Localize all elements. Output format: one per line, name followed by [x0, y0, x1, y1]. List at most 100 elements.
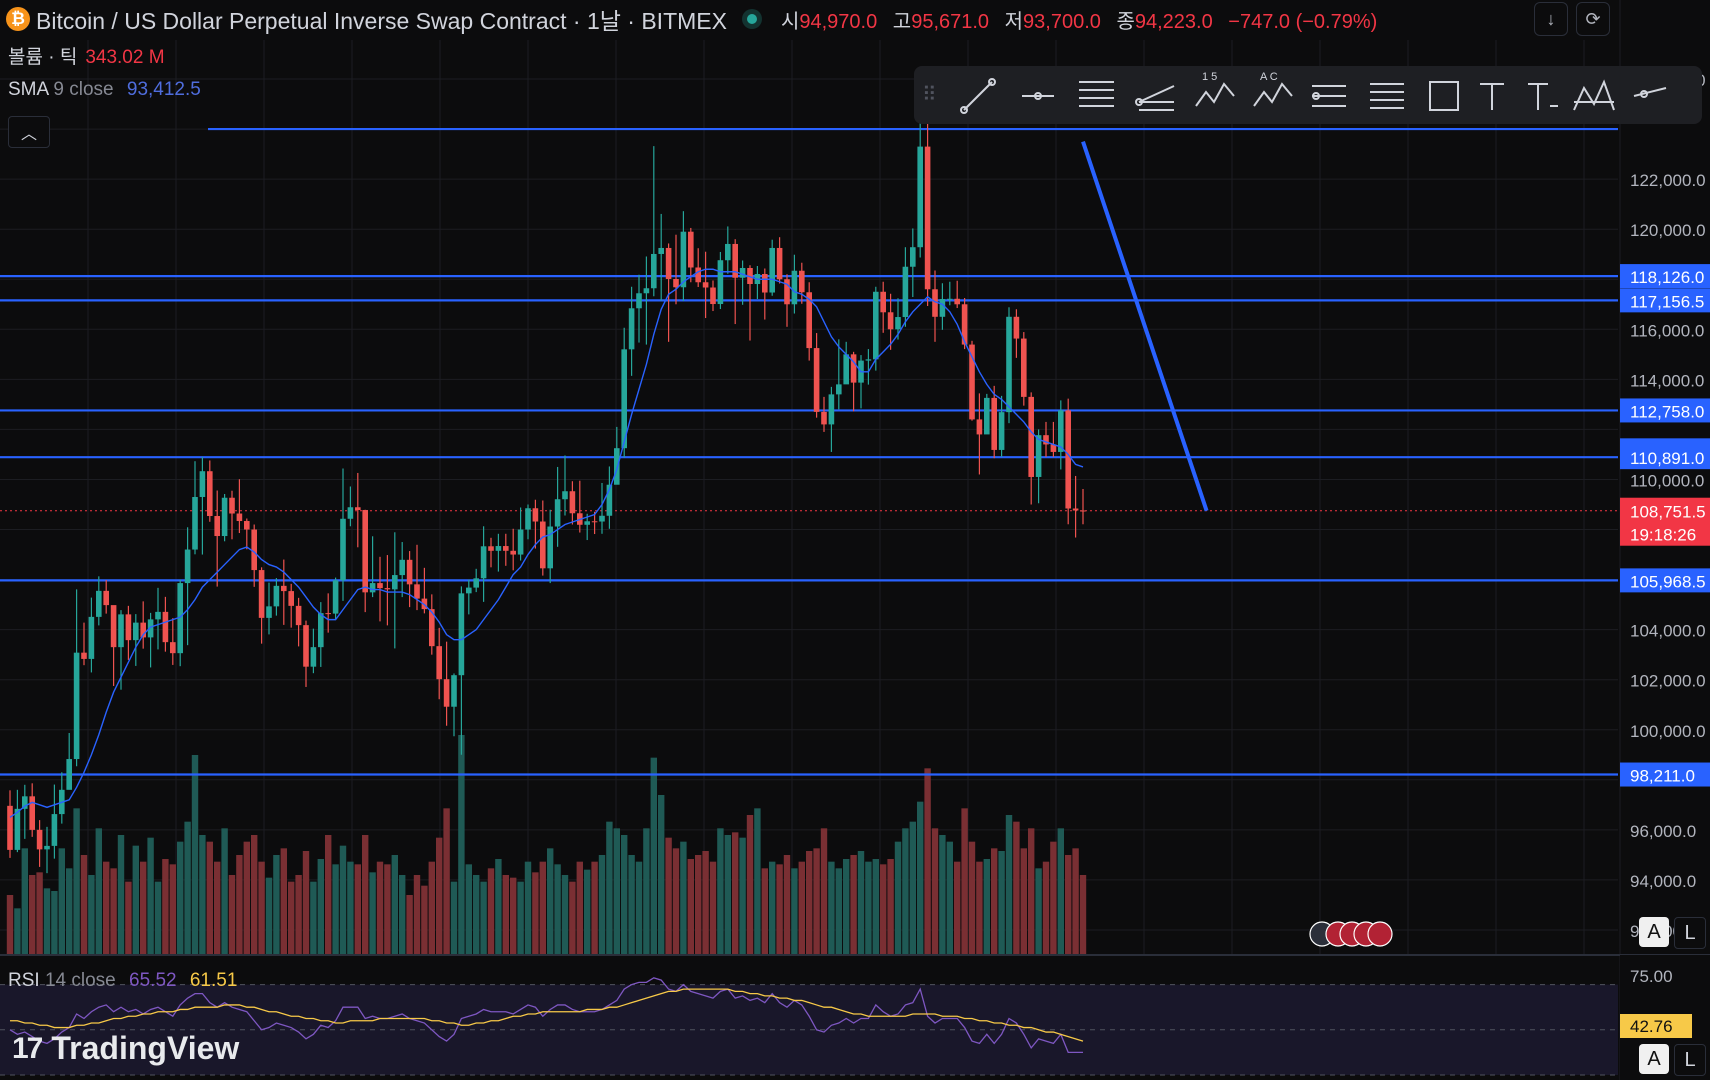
autoscale-button[interactable]: A	[1639, 917, 1669, 947]
rsi-legend[interactable]: RSI 14 close 65.52 61.51	[8, 970, 237, 992]
candle	[192, 461, 198, 555]
volume-bar	[524, 861, 532, 955]
close-label: 종	[1116, 10, 1135, 33]
volume-bar	[613, 828, 620, 955]
candle-body	[924, 146, 931, 290]
parallel-channel-icon[interactable]	[1079, 81, 1114, 107]
volume-bar	[872, 859, 879, 955]
candle	[799, 262, 805, 304]
candle-body	[1080, 510, 1086, 512]
candle-body	[251, 529, 257, 571]
candle-body	[340, 518, 346, 581]
volume-bar	[732, 832, 739, 955]
candle	[525, 504, 531, 540]
volume-bar	[391, 855, 398, 955]
rectangle-icon[interactable]	[1429, 81, 1459, 111]
refresh-button[interactable]: ⟳	[1576, 2, 1610, 36]
volume-bar	[332, 864, 339, 955]
arrow-icon[interactable]	[1633, 87, 1667, 98]
candle	[170, 618, 176, 665]
candle-body	[480, 546, 487, 579]
rsi-log-scale-button[interactable]: L	[1674, 1044, 1706, 1076]
volume-bar	[946, 841, 953, 955]
volume-bar	[495, 859, 502, 955]
xabcd-icon[interactable]	[1573, 79, 1615, 111]
pattern-15-icon[interactable]: 1 5	[1195, 71, 1235, 107]
symbol-title[interactable]: Bitcoin / US Dollar Perpetual Inverse Sw…	[36, 8, 727, 34]
tradingview-logo-icon: 17	[12, 1031, 43, 1065]
candle-body	[836, 384, 842, 395]
candle-body	[118, 614, 124, 648]
toolbar-grip-icon[interactable]: ⠿	[922, 84, 937, 106]
high-value: 95,671.0	[911, 10, 990, 33]
candle-body	[1013, 316, 1020, 339]
candle	[147, 612, 154, 668]
candle	[858, 355, 864, 409]
volume-bar	[598, 855, 606, 955]
candle-body	[739, 267, 746, 278]
rsi-autoscale-button[interactable]: A	[1639, 1044, 1669, 1074]
volume-bar	[783, 855, 791, 955]
drawing-toolbar[interactable]: ⠿ 1 5 A C	[914, 66, 1702, 124]
candle-body	[22, 796, 28, 809]
fib-icon[interactable]	[1135, 85, 1175, 111]
symbol-header[interactable]: ₿ Bitcoin / US Dollar Perpetual Inverse …	[6, 4, 1377, 34]
volume-bar	[968, 841, 976, 955]
volume-bar	[998, 851, 1005, 955]
market-status-icon[interactable]	[746, 14, 757, 24]
candle-body	[947, 298, 953, 300]
volume-bar	[88, 875, 95, 955]
volume-bar	[880, 864, 887, 955]
candle	[355, 472, 361, 548]
pattern-ac-icon[interactable]: A C	[1253, 71, 1293, 107]
collapse-legend-button[interactable]: ︿	[8, 116, 50, 148]
tradingview-logo[interactable]: 17 TradingView	[12, 1030, 239, 1067]
volume-bar	[813, 848, 820, 955]
candle-body	[887, 312, 894, 330]
candle	[458, 586, 465, 755]
candle	[184, 527, 191, 646]
current-price-tag	[1620, 497, 1710, 546]
volume-bar	[58, 848, 65, 955]
volume-bar	[162, 859, 169, 955]
volume-bar	[428, 861, 435, 955]
close-value: 94,223.0	[1134, 10, 1213, 33]
download-button[interactable]: ↓	[1534, 2, 1568, 36]
volume-legend[interactable]: 볼륨 · 틱 343.02 M	[8, 42, 165, 69]
rsi-ma-legend-value: 61.51	[189, 970, 238, 991]
candle	[29, 783, 35, 837]
anchored-text-icon[interactable]	[1528, 83, 1558, 110]
candle	[532, 499, 539, 549]
horizontal-ray-icon[interactable]	[1022, 92, 1054, 100]
volume-bar	[976, 861, 983, 955]
candle	[747, 265, 753, 341]
candle-body	[702, 282, 709, 288]
trend-line-icon[interactable]	[960, 78, 996, 114]
volume-bar	[480, 881, 487, 955]
candle-body	[288, 591, 294, 606]
ruler-icon[interactable]	[1312, 85, 1346, 107]
volume-bar	[436, 837, 443, 955]
refresh-icon: ⟳	[1585, 8, 1601, 29]
candle-body	[436, 646, 442, 680]
candle-body	[910, 247, 916, 267]
sma-legend[interactable]: SMA 9 close 93,412.5	[8, 79, 201, 101]
log-scale-button[interactable]: L	[1674, 917, 1706, 949]
candle	[673, 234, 679, 305]
candle-body	[399, 559, 405, 576]
candle	[310, 628, 317, 674]
candle	[680, 211, 687, 302]
multi-line-icon[interactable]	[1370, 83, 1404, 109]
candle	[288, 583, 294, 628]
candle	[406, 551, 413, 608]
candle-body	[584, 521, 590, 525]
level-price-label: 117,156.5	[1630, 292, 1704, 311]
volume-bar	[302, 851, 310, 955]
candle-body	[66, 759, 72, 790]
volume-bar	[909, 821, 916, 955]
text-icon[interactable]	[1480, 83, 1504, 110]
candle	[725, 226, 731, 274]
volume-bar	[517, 881, 524, 955]
